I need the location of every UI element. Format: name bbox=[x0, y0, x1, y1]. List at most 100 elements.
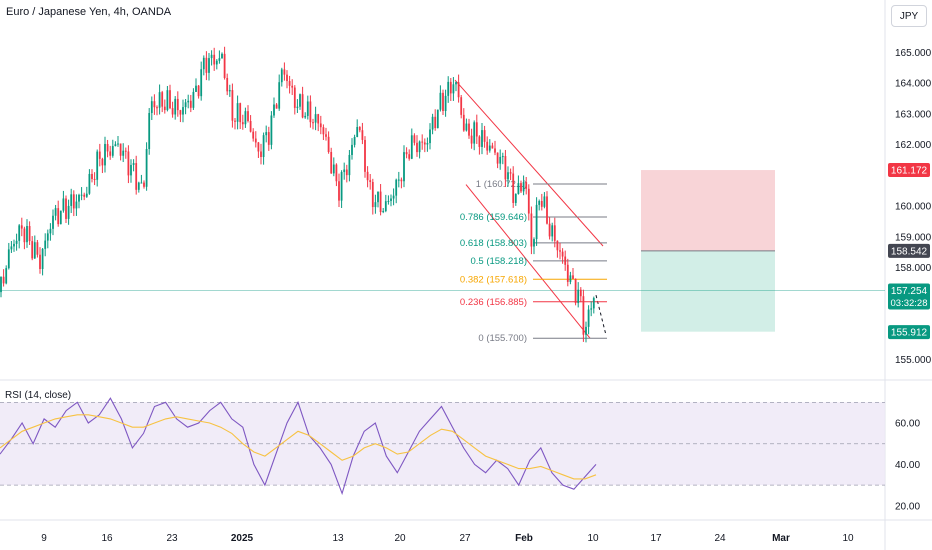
stop-price-label-bg bbox=[888, 163, 930, 178]
candle-body bbox=[72, 194, 75, 209]
x-tick-label: 24 bbox=[714, 533, 726, 544]
candle-body bbox=[465, 123, 468, 131]
candle-body bbox=[2, 276, 5, 284]
candle-body bbox=[392, 195, 395, 199]
candle-body bbox=[384, 201, 387, 211]
fib-level-label: 0.786 (159.646) bbox=[460, 212, 527, 223]
candle-body bbox=[111, 146, 114, 156]
candle-body bbox=[223, 53, 226, 78]
rsi-ma-line bbox=[0, 414, 597, 480]
x-tick-label: 23 bbox=[166, 533, 178, 544]
candle-body bbox=[67, 205, 70, 219]
candle-body bbox=[499, 156, 502, 164]
candle-body bbox=[200, 69, 203, 97]
fib-level-label: 0.382 (157.618) bbox=[460, 274, 527, 285]
candle-body bbox=[507, 172, 509, 180]
candle-body bbox=[304, 115, 307, 118]
candle-body bbox=[559, 250, 561, 252]
candle-body bbox=[566, 264, 569, 282]
candle-body bbox=[330, 152, 333, 174]
candle-body bbox=[366, 171, 369, 181]
currency-button[interactable]: JPY bbox=[891, 5, 927, 27]
candle-body bbox=[579, 289, 582, 297]
candle-body bbox=[130, 164, 132, 176]
rsi-title: RSI (14, close) bbox=[5, 390, 72, 401]
candle-body bbox=[252, 131, 255, 139]
candle-body bbox=[418, 141, 421, 153]
projection-arrow bbox=[595, 295, 607, 336]
candle-body bbox=[70, 194, 73, 206]
y-tick-label: 160.000 bbox=[895, 202, 932, 213]
chart-title: Euro / Japanese Yen, 4h, OANDA bbox=[6, 6, 172, 18]
candle-body bbox=[520, 183, 522, 192]
candle-body bbox=[52, 215, 54, 229]
candle-body bbox=[525, 182, 528, 189]
candle-body bbox=[426, 143, 429, 145]
candle-body bbox=[18, 225, 21, 241]
candle-body bbox=[65, 198, 67, 219]
candle-body bbox=[361, 130, 364, 140]
candle-body bbox=[551, 225, 554, 237]
candle-body bbox=[140, 182, 143, 184]
candle-body bbox=[143, 182, 145, 187]
candle-body bbox=[135, 163, 138, 190]
candle-body bbox=[486, 141, 489, 151]
candle-body bbox=[473, 122, 476, 144]
candle-body bbox=[197, 85, 200, 97]
candle-body bbox=[137, 182, 140, 190]
candle-body bbox=[436, 109, 439, 129]
stop-price-label: 161.172 bbox=[891, 166, 928, 177]
candle-body bbox=[379, 191, 382, 213]
candle-body bbox=[174, 98, 177, 115]
candle-body bbox=[439, 92, 442, 110]
channel-lower-line bbox=[465, 184, 591, 339]
x-tick-label: 20 bbox=[394, 533, 406, 544]
candle-body bbox=[325, 134, 327, 137]
candle-body bbox=[312, 122, 314, 124]
candle-body bbox=[273, 104, 275, 116]
candle-body bbox=[228, 90, 231, 92]
candle-body bbox=[585, 326, 587, 335]
candle-body bbox=[351, 144, 353, 155]
candle-body bbox=[429, 129, 431, 144]
candle-body bbox=[306, 101, 309, 116]
y-tick-label: 155.000 bbox=[895, 355, 932, 366]
candle-body bbox=[561, 251, 564, 257]
candle-body bbox=[491, 145, 494, 149]
y-tick-label: 163.000 bbox=[895, 109, 932, 120]
candle-body bbox=[267, 132, 270, 145]
candle-body bbox=[104, 143, 106, 166]
candle-body bbox=[483, 130, 486, 142]
candle-body bbox=[249, 121, 252, 132]
candle-body bbox=[161, 92, 164, 107]
candle-body bbox=[192, 91, 195, 108]
candle-body bbox=[345, 169, 348, 176]
candle-body bbox=[91, 173, 93, 179]
candle-body bbox=[218, 58, 221, 61]
candle-body bbox=[553, 225, 556, 241]
candle-body bbox=[387, 200, 390, 202]
candle-body bbox=[569, 275, 572, 282]
candle-body bbox=[309, 101, 312, 123]
candle-body bbox=[462, 114, 465, 131]
candle-body bbox=[163, 106, 166, 111]
countdown-label: 03:32:28 bbox=[891, 298, 928, 309]
candle-body bbox=[44, 240, 47, 249]
candle-body bbox=[322, 127, 325, 135]
candle-body bbox=[10, 246, 13, 250]
candle-body bbox=[442, 92, 444, 112]
candle-body bbox=[400, 179, 403, 182]
x-tick-label: 17 bbox=[650, 533, 662, 544]
candle-body bbox=[403, 152, 405, 182]
candle-body bbox=[187, 100, 190, 103]
candle-body bbox=[239, 103, 242, 123]
candle-body bbox=[189, 100, 192, 108]
candle-body bbox=[208, 58, 210, 73]
candle-body bbox=[457, 82, 460, 98]
candle-body bbox=[382, 210, 385, 213]
candle-body bbox=[26, 226, 28, 243]
candle-body bbox=[299, 94, 301, 107]
candle-body bbox=[59, 210, 62, 225]
candle-body bbox=[460, 97, 463, 115]
